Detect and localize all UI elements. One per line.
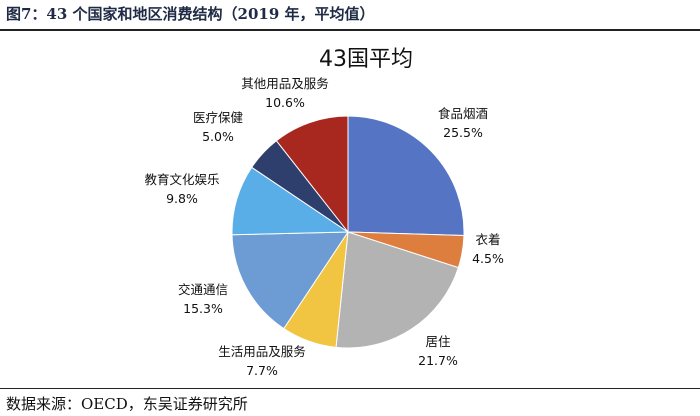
- slice-value-label: 5.0%: [202, 129, 234, 144]
- pie-slice: [275, 115, 349, 234]
- slice-category-label: 衣着: [475, 232, 500, 247]
- bottom-rule: [0, 388, 700, 389]
- slice-category-label: 居住: [425, 334, 451, 349]
- slice-value-label: 25.5%: [443, 125, 483, 140]
- slice-category-label: 食品烟酒: [438, 106, 488, 121]
- pie-slice: [231, 231, 349, 330]
- slice-value-label: 9.8%: [166, 191, 198, 206]
- pie-slices: [231, 115, 465, 349]
- slice-value-label: 10.6%: [265, 95, 305, 110]
- chart-title: 43国平均: [319, 47, 413, 72]
- source-note: 数据来源：OECD，东吴证券研究所: [6, 395, 248, 413]
- slice-value-label: 21.7%: [418, 353, 458, 368]
- slice-value-label: 4.5%: [472, 251, 504, 266]
- slice-category-label: 其他用品及服务: [241, 76, 329, 91]
- pie-slice: [335, 231, 460, 349]
- slice-labels: 食品烟酒 25.5% 衣着 4.5% 居住 21.7% 生活用品及服务 7.7% 交通通信 15.…: [144, 76, 504, 378]
- slice-value-label: 7.7%: [246, 363, 278, 378]
- slice-category-label: 医疗保健: [193, 110, 244, 125]
- slice-category-label: 生活用品及服务: [218, 344, 306, 359]
- figure-title: 图7：43 个国家和地区消费结构（2019 年，平均值）: [6, 5, 375, 23]
- slice-category-label: 交通通信: [178, 282, 228, 297]
- top-rule: [0, 29, 700, 31]
- slice-category-label: 教育文化娱乐: [144, 172, 219, 187]
- pie-slice: [347, 115, 465, 236]
- slice-value-label: 15.3%: [183, 301, 223, 316]
